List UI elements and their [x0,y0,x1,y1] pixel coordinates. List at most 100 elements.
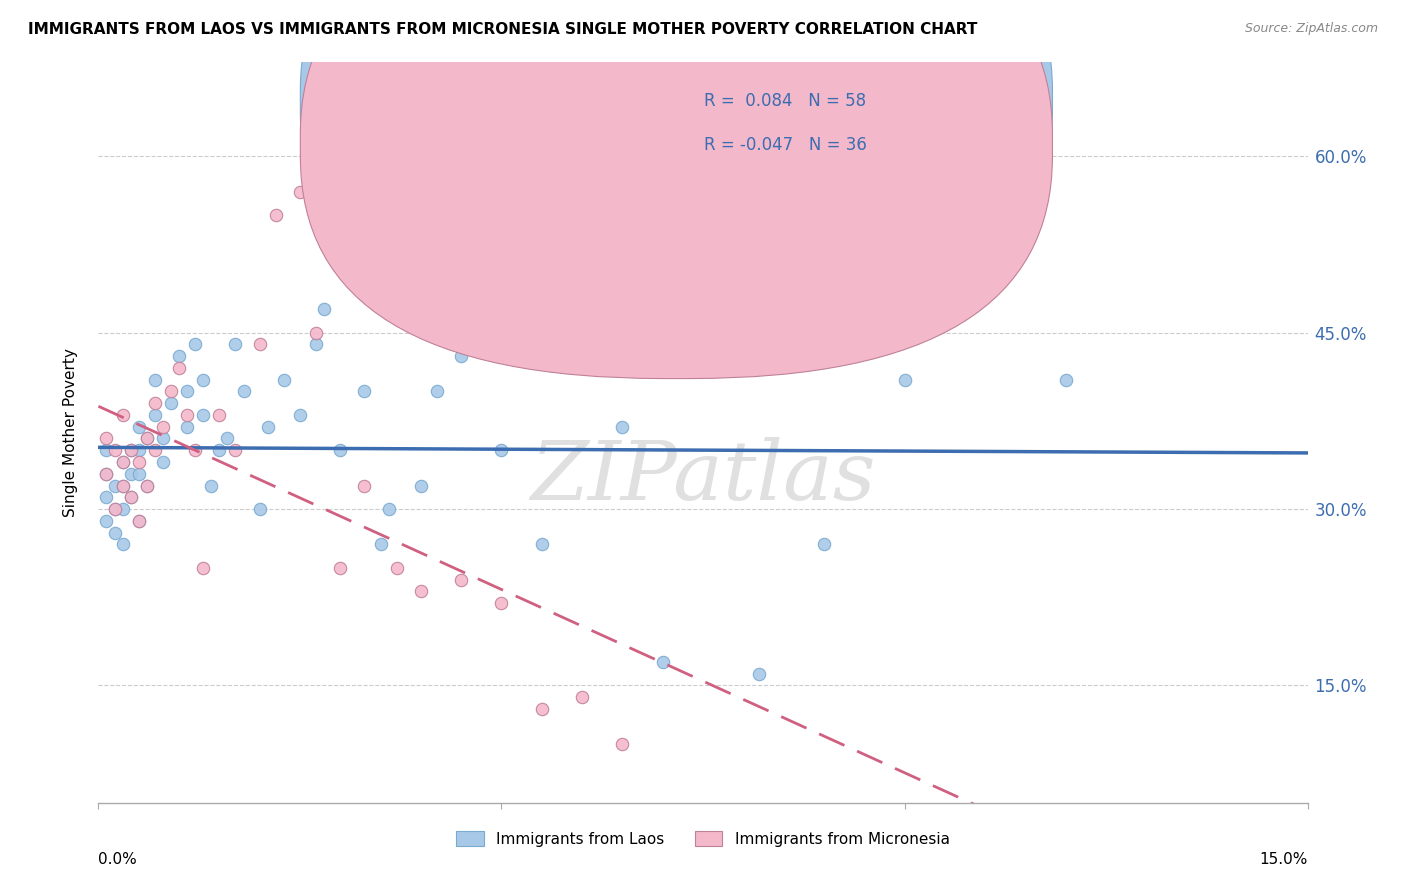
Point [217,432,239,446]
Point [329,443,352,458]
Point [103,478,125,492]
Point [135,478,157,492]
Point [184,337,207,351]
Point [128,455,150,469]
Point [813,537,835,551]
Point [103,502,125,516]
Point [143,408,166,422]
FancyBboxPatch shape [301,0,1053,378]
Point [120,443,142,458]
Point [120,467,142,481]
Point [96,432,118,446]
Point [612,419,634,434]
FancyBboxPatch shape [301,0,1053,334]
Point [96,467,118,481]
Point [224,337,246,351]
Point [305,326,328,340]
Point [103,443,125,458]
Text: 0.0%: 0.0% [98,852,138,867]
Point [450,573,472,587]
Point [314,302,336,317]
Point [450,349,472,363]
Point [370,537,392,551]
Point [249,502,271,516]
Point [353,384,375,399]
Point [193,561,215,575]
Point [1054,373,1077,387]
Point [385,561,408,575]
Point [893,373,915,387]
Point [224,443,246,458]
Point [176,419,198,434]
Legend: Immigrants from Laos, Immigrants from Micronesia: Immigrants from Laos, Immigrants from Mi… [449,823,957,855]
Point [232,384,254,399]
Point [208,443,231,458]
Point [305,337,328,351]
Point [135,478,157,492]
Point [96,443,118,458]
Point [135,432,157,446]
Point [409,584,432,599]
Point [491,596,513,610]
Point [571,208,593,222]
Point [409,478,432,492]
Point [256,419,278,434]
Point [111,478,134,492]
Point [128,467,150,481]
Point [193,408,215,422]
Text: Source: ZipAtlas.com: Source: ZipAtlas.com [1244,22,1378,36]
Text: 15.0%: 15.0% [1260,852,1308,867]
Point [193,373,215,387]
Point [377,502,399,516]
Point [152,455,174,469]
Point [264,208,287,222]
Point [288,185,311,199]
Text: ZIPatlas: ZIPatlas [530,437,876,517]
Point [111,455,134,469]
Point [167,361,190,376]
Point [160,384,183,399]
Point [571,690,593,704]
Point [184,443,207,458]
Point [128,514,150,528]
Point [128,419,150,434]
Point [111,537,134,551]
Point [128,514,150,528]
Point [96,490,118,504]
Point [353,478,375,492]
Point [143,396,166,410]
Point [249,337,271,351]
Point [111,455,134,469]
Point [96,514,118,528]
Point [167,349,190,363]
Point [530,702,553,716]
Point [111,478,134,492]
Point [103,525,125,540]
Point [143,373,166,387]
Point [176,384,198,399]
Y-axis label: Single Mother Poverty: Single Mother Poverty [63,348,77,517]
Point [491,443,513,458]
Point [152,419,174,434]
FancyBboxPatch shape [648,70,1005,169]
Point [152,432,174,446]
Point [143,443,166,458]
Point [111,408,134,422]
Point [103,502,125,516]
Point [612,737,634,751]
Point [160,396,183,410]
Point [120,490,142,504]
Point [273,373,295,387]
Point [651,655,673,669]
Point [120,443,142,458]
Point [135,432,157,446]
Text: R =  0.084   N = 58: R = 0.084 N = 58 [704,92,866,110]
Point [288,408,311,422]
Point [748,666,770,681]
Point [426,384,449,399]
Point [208,408,231,422]
Point [128,443,150,458]
Point [329,561,352,575]
Point [111,502,134,516]
Text: R = -0.047   N = 36: R = -0.047 N = 36 [704,136,868,153]
